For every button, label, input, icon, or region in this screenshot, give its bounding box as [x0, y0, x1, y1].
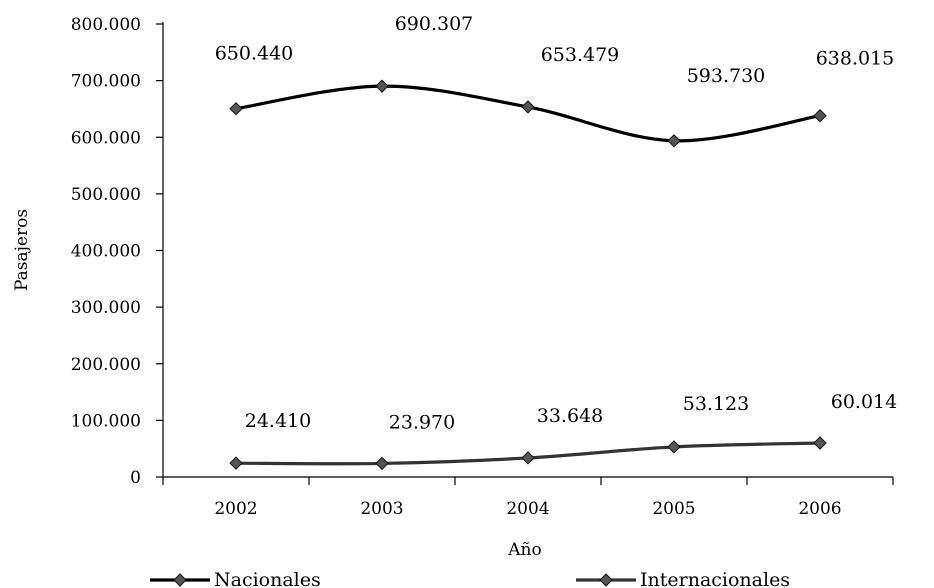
data-point-marker	[521, 451, 535, 465]
legend-label: Nacionales	[214, 569, 321, 588]
y-tick-label: 600.000	[71, 128, 141, 148]
data-point-marker	[667, 134, 681, 148]
legend: Nacionales Internacionales	[150, 569, 790, 588]
data-label: 593.730	[687, 65, 766, 87]
y-tick-label: 500.000	[71, 185, 141, 205]
data-label: 24.410	[245, 410, 311, 432]
data-label: 653.479	[541, 44, 620, 66]
data-label: 23.970	[389, 411, 455, 433]
y-tick-label: 800.000	[71, 15, 141, 35]
legend-label: Internacionales	[640, 569, 790, 588]
data-point-marker	[813, 109, 827, 123]
data-label: 60.014	[831, 391, 897, 413]
x-axis-ticks: 2002 2003 2004 2005 2006	[162, 477, 894, 519]
y-axis-ticks: 0 100.000 200.000 300.000 400.000 500.000 600.…	[71, 15, 163, 488]
legend-item-nacionales: Nacionales	[150, 569, 321, 588]
x-axis-title: Año	[507, 540, 541, 560]
y-tick-label: 200.000	[71, 355, 141, 375]
data-label: 33.648	[537, 405, 603, 427]
data-label: 638.015	[816, 48, 895, 70]
y-tick-label: 400.000	[71, 242, 141, 262]
x-tick-label: 2004	[506, 499, 549, 519]
x-tick-label: 2002	[214, 499, 257, 519]
legend-swatch-marker	[173, 573, 187, 587]
x-tick-label: 2003	[360, 499, 403, 519]
data-label: 650.440	[215, 43, 294, 65]
y-axis-title: Pasajeros	[12, 209, 32, 291]
y-tick-label: 300.000	[71, 298, 141, 318]
y-tick-label: 700.000	[71, 72, 141, 92]
data-point-marker	[375, 79, 389, 93]
x-tick-label: 2006	[798, 499, 841, 519]
data-point-marker	[229, 456, 243, 470]
y-tick-label: 0	[130, 468, 141, 488]
data-point-marker	[229, 101, 243, 116]
data-label: 53.123	[683, 393, 749, 415]
data-point-marker	[813, 436, 827, 450]
series-nacionales: 650.440 690.307 653.479 593.730 638.015	[215, 13, 895, 148]
legend-swatch-marker	[599, 573, 613, 587]
legend-item-internacionales: Internacionales	[576, 569, 790, 588]
axes	[162, 22, 893, 478]
data-point-marker	[667, 440, 681, 454]
y-tick-label: 100.000	[71, 411, 141, 431]
data-point-marker	[375, 456, 389, 471]
data-label: 690.307	[395, 13, 474, 35]
series-lines: 650.440 690.307 653.479 593.730 638.015 24.41…	[215, 13, 897, 471]
data-point-marker	[521, 100, 535, 114]
series-internacionales: 24.410 23.970 33.648 53.123 60.014	[229, 391, 897, 471]
x-tick-label: 2005	[652, 499, 695, 519]
